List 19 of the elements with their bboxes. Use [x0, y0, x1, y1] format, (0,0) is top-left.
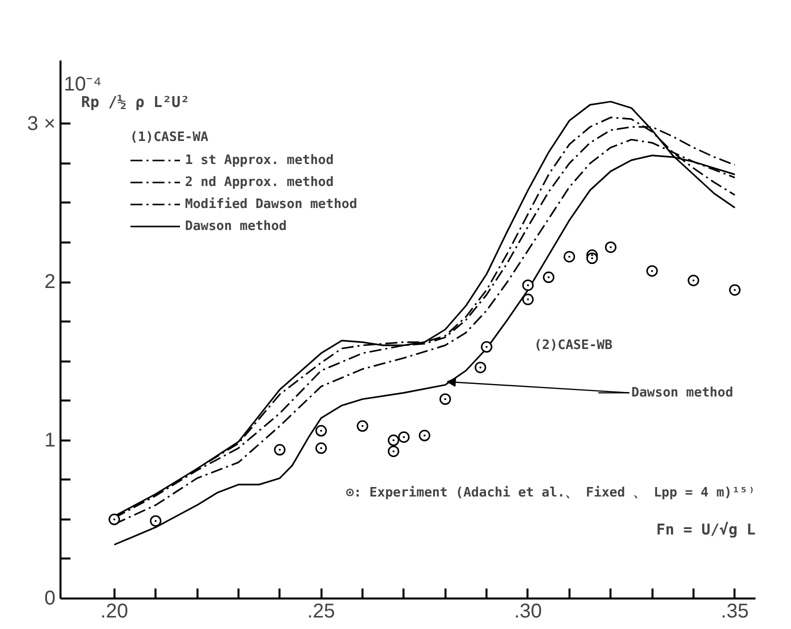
y-tick-label: 3 × [27, 112, 56, 135]
x-tick-label: .30 [514, 600, 542, 622]
y-axis-title: Rp /½ ρ L²U² [81, 93, 190, 112]
annotation: 10⁻⁴ [64, 73, 102, 96]
annotation: ⊙: Experiment (Adachi et al.、 Fixed 、 Lpp = 4 m)¹⁵⁾ [346, 485, 756, 500]
x-axis-title: Fn = U/√g L [656, 520, 756, 538]
legend-label: 2 nd Approx. method [185, 174, 334, 190]
legend-label: 1 st Approx. method [185, 152, 334, 168]
legend-label: Modified Dawson method [185, 196, 358, 212]
annotation: Dawson method [631, 385, 734, 400]
y-tick-label: 1 [44, 429, 56, 452]
x-tick-label: .20 [100, 600, 128, 622]
legend-label: Dawson method [185, 218, 287, 234]
legend-title: (1)CASE-WA [130, 130, 210, 145]
y-tick-label: 0 [44, 588, 56, 610]
annotation: (2)CASE-WB [534, 338, 613, 354]
y-tick-label: 2 [44, 271, 56, 294]
x-tick-label: .35 [720, 600, 749, 622]
x-tick-label: .25 [307, 600, 336, 622]
